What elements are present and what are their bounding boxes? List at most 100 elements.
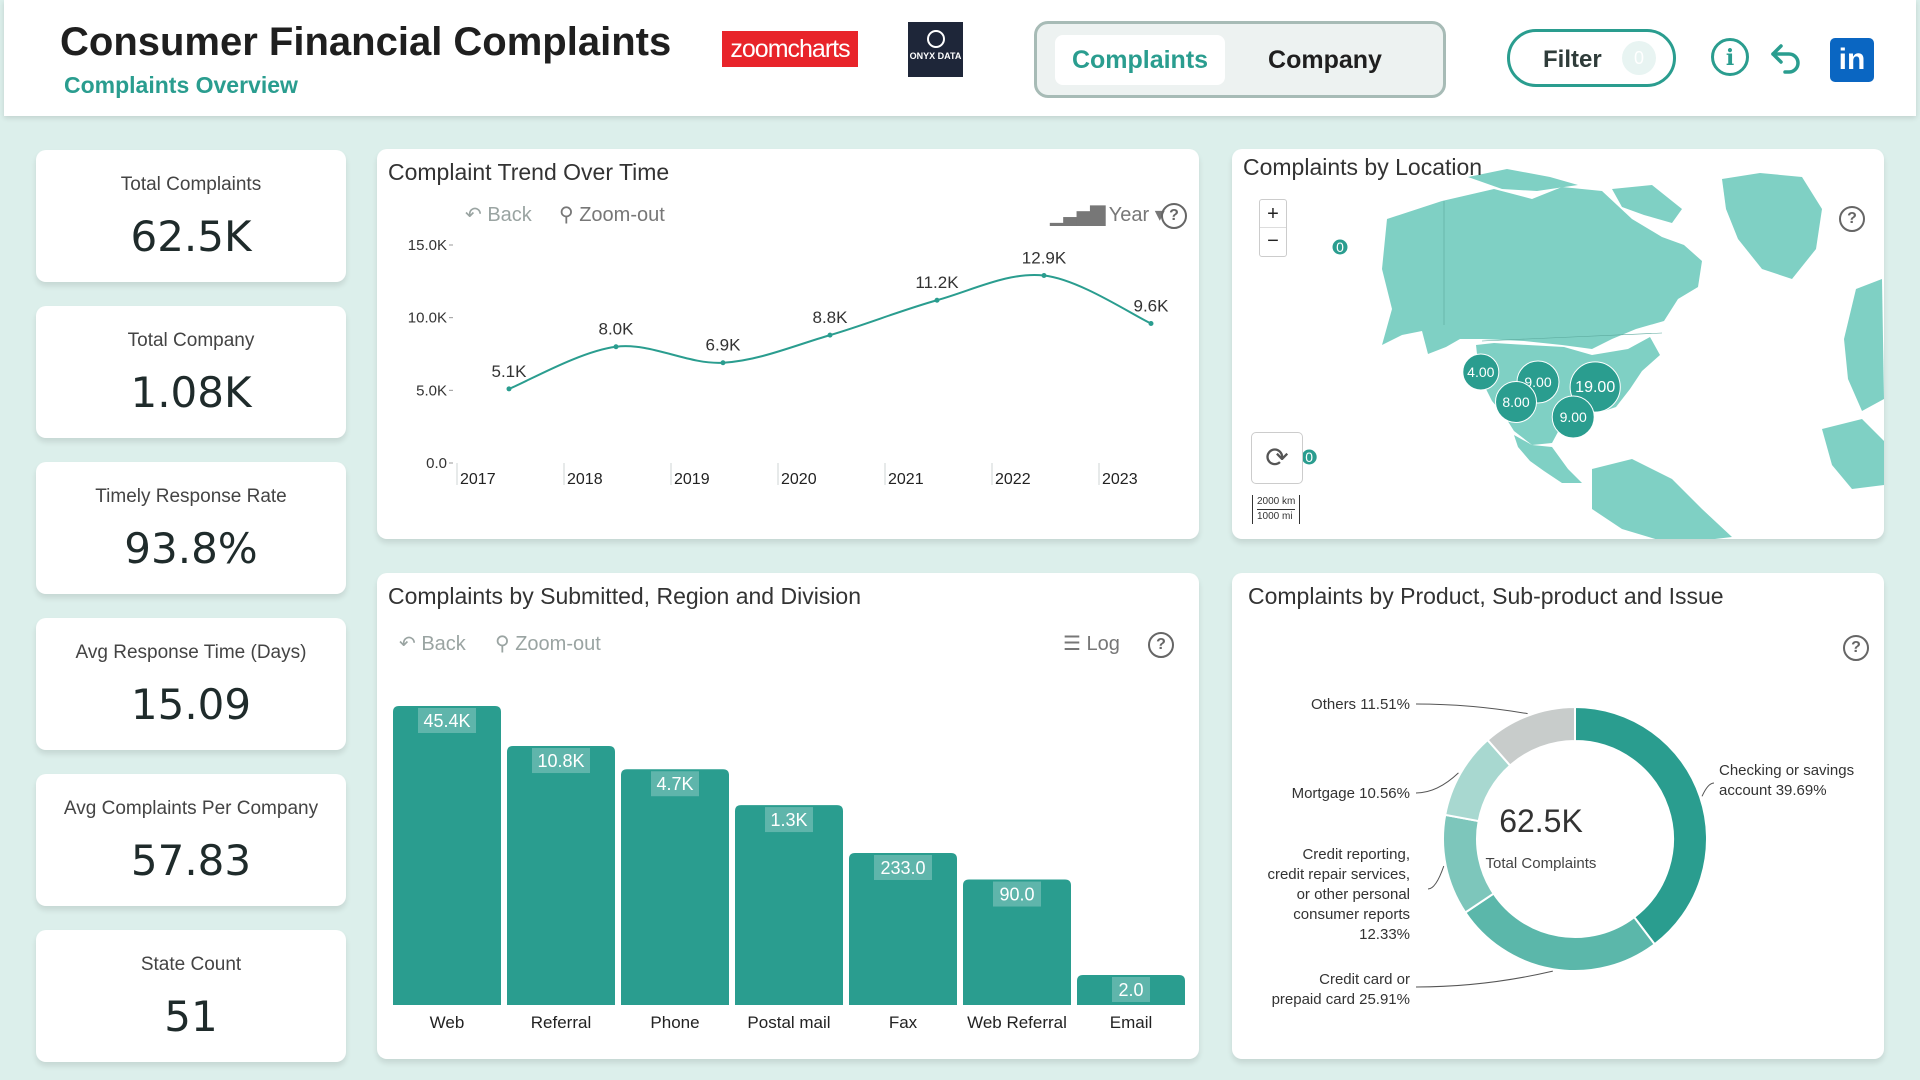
trend-point[interactable] (720, 360, 726, 366)
filter-count-badge: 0 (1622, 41, 1656, 75)
location-help-icon[interactable]: ? (1839, 206, 1865, 232)
bar-category-label: Postal mail (747, 1013, 830, 1032)
linkedin-icon[interactable]: in (1830, 38, 1874, 82)
channel-bar[interactable] (735, 805, 843, 1005)
map-zoom-in-button[interactable]: + (1260, 200, 1286, 228)
trend-panel-title: Complaint Trend Over Time (388, 159, 670, 185)
map-bubble[interactable] (1551, 395, 1595, 439)
bar-label-bg (993, 881, 1041, 907)
location-panel-title: Complaints by Location (1243, 154, 1483, 180)
location-map[interactable]: 0 4.00 9.00 8.00 19.00 9.00 0 (1232, 149, 1884, 539)
bar-label-bg (765, 807, 813, 833)
map-scale-bar: 2000 km 1000 mi (1252, 495, 1301, 524)
map-bubble[interactable] (1331, 238, 1349, 256)
page-nav-toggle: Complaints Company (1034, 21, 1446, 98)
y-tick-label: 5.0K (416, 382, 447, 399)
bar-category-label: Fax (889, 1013, 918, 1032)
bar-category-label: Web Referral (967, 1013, 1067, 1032)
trend-point[interactable] (1041, 273, 1047, 279)
product-help-icon[interactable]: ? (1843, 635, 1869, 661)
product-panel: Complaints by Product, Sub-product and I… (1232, 573, 1884, 1059)
donut-slice[interactable] (1574, 705, 1708, 946)
map-bubble[interactable] (1462, 353, 1500, 391)
channel-bar-chart: 45.4K Web 10.8K Referral 4.7K Phone 1.3K Postal… (393, 706, 1185, 1032)
trend-point[interactable] (827, 332, 833, 338)
trend-point[interactable] (934, 297, 940, 303)
channel-bar[interactable] (849, 853, 957, 1005)
zoomcharts-logo: zoomcharts (722, 31, 858, 67)
product-panel-title: Complaints by Product, Sub-product and I… (1248, 583, 1724, 609)
channel-bar[interactable] (1077, 975, 1185, 1005)
map-bubble-label: 8.00 (1502, 394, 1529, 410)
tab-complaints[interactable]: Complaints (1055, 35, 1225, 85)
product-donut-chart: Checking or savings account 39.69% Credit … (1267, 696, 1854, 1008)
kpi-label: Avg Response Time (Days) (75, 642, 307, 663)
map-bubble[interactable] (1495, 381, 1537, 423)
magnifier-icon: ⚲ (495, 633, 510, 655)
undo-icon[interactable] (1767, 38, 1807, 78)
channel-back-button[interactable]: ↶ Back (399, 633, 466, 655)
tab-company[interactable]: Company (1268, 46, 1382, 74)
filter-label: Filter (1543, 46, 1602, 73)
kpi-value: 93.8% (124, 524, 258, 573)
kpi-avg-response-time: Avg Response Time (Days) 15.09 (36, 618, 346, 750)
list-icon: ☰ (1063, 633, 1081, 655)
channel-zoom-out-button[interactable]: ⚲ Zoom-out (495, 633, 601, 655)
x-tick-label: 2021 (888, 471, 924, 488)
map-scale-km: 2000 km (1257, 495, 1296, 510)
bar-data-label: 90.0 (999, 885, 1034, 905)
x-tick-label: 2020 (781, 471, 817, 488)
bar-label-bg (418, 708, 476, 733)
info-icon[interactable]: i (1711, 38, 1749, 76)
kpi-timely-response-rate: Timely Response Rate 93.8% (36, 462, 346, 594)
trend-granularity-dropdown[interactable]: ▁▃▅▇ Year ▾ (1050, 204, 1165, 226)
y-tick-label: 10.0K (408, 310, 447, 327)
kpi-total-company: Total Company 1.08K (36, 306, 346, 438)
onyx-data-logo: ONYX DATA (908, 22, 963, 77)
bar-data-label: 233.0 (880, 858, 925, 878)
bar-category-label: Referral (531, 1013, 591, 1032)
channel-help-icon[interactable]: ? (1148, 632, 1174, 658)
donut-slice-label: Credit card or prepaid card 25.91% (1272, 971, 1410, 1008)
channel-bar[interactable] (393, 706, 501, 1005)
donut-slice-label: Others 11.51% (1311, 696, 1410, 713)
map-zoom-out-button[interactable]: − (1267, 230, 1279, 252)
donut-hole (1489, 753, 1661, 925)
trend-zoom-out-button[interactable]: ⚲ Zoom-out (559, 204, 665, 226)
channel-panel-title: Complaints by Submitted, Region and Divi… (388, 583, 862, 609)
kpi-value: 15.09 (130, 680, 252, 729)
trend-point[interactable] (613, 344, 619, 350)
map-bubble-label: 0 (1305, 449, 1313, 465)
channel-bar[interactable] (621, 769, 729, 1005)
bar-data-label: 10.8K (537, 751, 584, 771)
bar-data-label: 1.3K (770, 810, 807, 830)
kpi-label: Avg Complaints Per Company (63, 798, 319, 819)
trend-data-label: 6.9K (706, 336, 742, 355)
map-bubble-label: 19.00 (1575, 379, 1615, 396)
map-landmass (1382, 187, 1702, 354)
y-tick-label: 0.0 (426, 455, 447, 472)
donut-slice[interactable] (1486, 705, 1576, 767)
kpi-value: 1.08K (130, 368, 252, 417)
filter-button[interactable]: Filter 0 (1507, 29, 1676, 87)
trend-help-icon[interactable]: ? (1161, 203, 1187, 229)
kpi-avg-complaints-per-company: Avg Complaints Per Company 57.83 (36, 774, 346, 906)
trend-point[interactable] (1148, 320, 1154, 326)
bar-category-label: Email (1110, 1013, 1153, 1032)
trend-back-button[interactable]: ↶ Back (465, 204, 532, 226)
trend-data-label: 9.6K (1134, 296, 1170, 315)
channel-bar[interactable] (507, 746, 615, 1005)
donut-leader-line (1427, 865, 1445, 890)
map-reset-icon[interactable]: ⟳ (1251, 432, 1303, 484)
kpi-value: 57.83 (130, 836, 252, 885)
channel-bar[interactable] (963, 879, 1071, 1005)
map-bubble-label: 9.00 (1524, 374, 1551, 390)
donut-leader-line (1415, 772, 1459, 794)
trend-point[interactable] (506, 386, 512, 392)
bar-chart-icon: ▁▃▅▇ (1050, 204, 1106, 226)
map-bubble-label: 4.00 (1467, 364, 1494, 380)
trend-data-label: 12.9K (1022, 249, 1067, 268)
kpi-value: 62.5K (130, 212, 252, 261)
map-landmass (1822, 419, 1884, 489)
channel-scale-toggle[interactable]: ☰ Log (1063, 633, 1120, 655)
